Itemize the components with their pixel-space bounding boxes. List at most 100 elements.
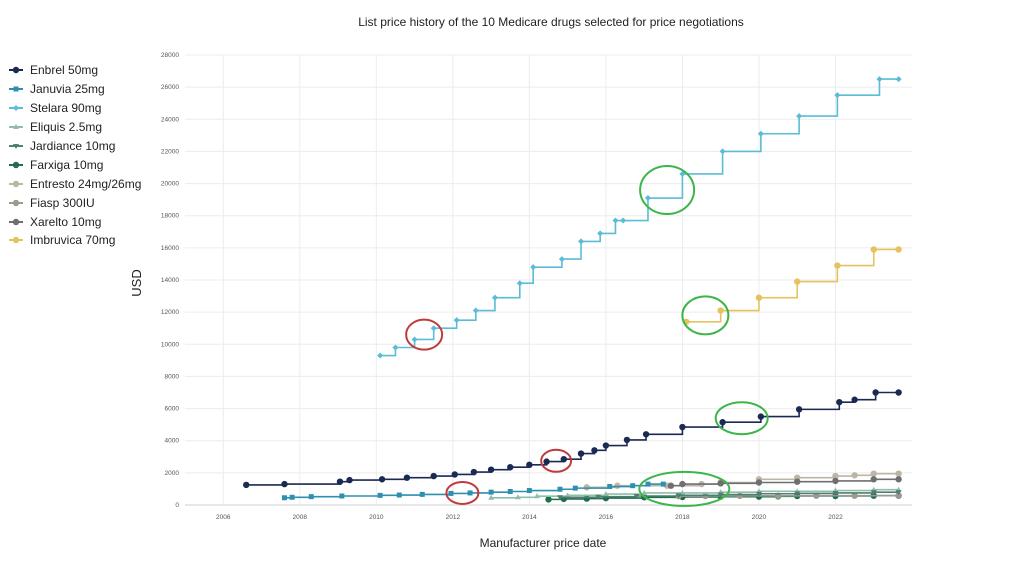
legend-symbol [12,180,20,187]
series-line [380,78,899,357]
data-point [834,92,841,99]
data-point [719,148,726,155]
data-point [623,436,631,444]
legend-item[interactable]: Farxiga 10mg [8,155,141,174]
data-point [832,477,839,485]
legend-marker-icon [9,161,23,169]
legend-label: Entresto 24mg/26mg [30,176,142,191]
data-point [470,468,478,476]
data-point [870,476,877,483]
data-point [396,492,402,498]
data-point [543,458,550,465]
data-point [597,230,604,237]
highlight-ellipse [639,165,696,215]
y-tick-label: 10000 [161,341,179,348]
y-tick-label: 6000 [165,406,180,413]
data-point [516,280,523,287]
x-tick-label: 2006 [216,514,231,521]
legend-symbol [13,105,19,112]
legend-symbol [12,67,20,74]
data-point [583,495,590,502]
data-point [289,494,295,500]
data-point [667,482,675,489]
legend-marker-icon [9,67,23,74]
data-point [795,406,803,413]
legend-item[interactable]: Stelara 90mg [8,99,141,118]
data-point [346,476,353,484]
data-point [895,76,902,83]
legend-label: Imbruvica 70mg [30,233,116,248]
data-point [836,398,843,406]
legend-item[interactable]: Enbrel 50mg [8,61,141,80]
data-point [641,489,648,495]
chart-title: List price history of the 10 Medicare dr… [358,15,744,29]
legend-marker-icon [9,144,23,149]
legend-item[interactable]: Xarelto 10mg [8,212,141,231]
x-axis-label: Manufacturer price date [480,536,607,550]
data-point [755,479,763,486]
data-point [472,307,479,314]
data-point [281,495,287,501]
legend-item[interactable]: Januvia 25mg [8,80,141,99]
data-point [578,238,585,245]
y-tick-label: 26000 [161,84,179,91]
data-point [679,480,686,488]
data-point [530,264,537,271]
legend-item[interactable]: Jardiance 10mg [8,137,141,156]
data-point [614,482,621,489]
legend-symbol [12,218,20,225]
x-tick-label: 2020 [752,514,767,521]
x-tick-label: 2022 [828,514,843,521]
data-point [419,491,425,497]
data-point [336,478,344,485]
data-point [430,472,437,480]
data-point [642,431,650,438]
legend-marker-icon [9,124,23,130]
x-tick-label: 2016 [599,514,614,521]
legend-item[interactable]: Fiasp 300IU [8,193,141,212]
x-tick-label: 2018 [675,514,690,521]
legend-marker-icon [9,86,23,92]
legend-marker-icon [9,237,23,244]
y-tick-label: 24000 [161,116,179,123]
series-line [246,391,899,486]
data-point [488,494,495,500]
data-point [595,494,602,500]
legend-item[interactable]: Entresto 24mg/26mg [8,174,141,193]
data-point [583,484,590,491]
y-tick-label: 0 [175,502,179,509]
y-tick-label: 28000 [161,52,179,59]
highlight-ellipse [445,480,480,505]
data-point [607,484,613,490]
legend-item[interactable]: Eliquis 2.5mg [8,118,141,137]
data-point [757,413,765,420]
data-point [556,495,563,501]
data-point [895,389,902,396]
series-line [670,478,899,487]
y-tick-label: 14000 [161,277,179,284]
x-tick-label: 2010 [369,514,384,521]
data-point [660,481,666,487]
data-point [870,490,877,496]
legend-label: Farxiga 10mg [30,157,104,172]
data-point [895,246,902,253]
y-axis-label: USD [129,269,144,296]
y-tick-label: 2000 [165,470,180,477]
y-tick-label: 8000 [165,373,180,380]
data-point [794,478,801,485]
data-point [377,492,383,498]
data-point [832,490,839,496]
series-imbruvica-70mg [683,246,902,325]
data-point [430,325,437,332]
legend-symbol [13,124,19,130]
data-point [895,470,902,477]
legend-symbol [13,144,19,149]
data-point [736,492,744,500]
data-point [243,481,250,489]
legend-item[interactable]: Imbruvica 70mg [8,231,141,250]
y-tick-label: 4000 [165,438,180,445]
data-point [851,396,858,403]
grid: 0 2000 4000 6000 8000 10000 12000 14000 16000 180… [161,52,912,521]
data-point [645,481,651,487]
